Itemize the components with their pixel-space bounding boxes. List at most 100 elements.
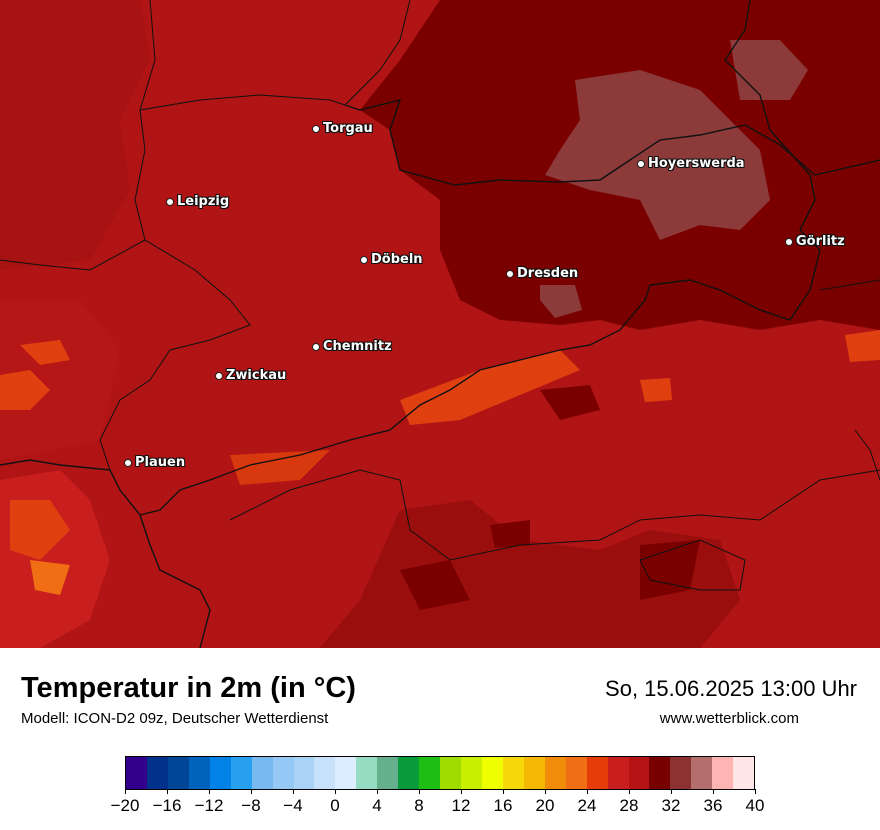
- border-sachsen-anhalt: [0, 239, 146, 271]
- border-czech-region: [229, 469, 880, 561]
- zone-pink-hoyerswerda: [545, 70, 770, 240]
- model-info: Modell: ICON-D2 09z, Deutscher Wetterdie…: [21, 710, 329, 727]
- legend-tick-label: −4: [283, 796, 303, 815]
- legend-swatch: [544, 757, 566, 789]
- city-dot: [312, 342, 320, 351]
- legend-swatch: [628, 757, 650, 789]
- zone-cool-2: [400, 560, 470, 610]
- city-label: Leipzig: [177, 194, 230, 209]
- city-zwickau: Zwickau: [215, 368, 286, 383]
- city-dot: [637, 159, 645, 168]
- map-title: Temperatur in 2m (in °C): [21, 672, 356, 704]
- color-legend-ticks: −20 −16 −12 −8 −4 0 4 8 12 16 20 24 28 32 36 40: [111, 789, 764, 819]
- city-label: Hoyerswerda: [648, 156, 745, 171]
- city-dot: [166, 197, 174, 206]
- legend-swatch: [167, 757, 189, 789]
- border-prague: [639, 539, 746, 591]
- city-dresden: Dresden: [506, 266, 578, 281]
- legend-swatch: [440, 757, 461, 789]
- legend-swatch: [398, 757, 420, 789]
- legend-tick-label: −8: [241, 796, 261, 815]
- legend-tick-label: 16: [493, 796, 513, 815]
- city-label: Dresden: [517, 266, 579, 281]
- city-torgau: Torgau: [312, 121, 373, 136]
- legend-tick-label: 32: [661, 796, 681, 815]
- legend-tick: [544, 789, 546, 794]
- legend-tick: [754, 789, 756, 794]
- border-czech: [109, 0, 821, 516]
- city-goerlitz: Görlitz: [785, 234, 845, 249]
- zone-orange-ridge: [400, 350, 580, 425]
- legend-swatch: [335, 757, 357, 789]
- legend-swatch: [377, 757, 399, 789]
- city-dot: [785, 237, 793, 246]
- city-dot: [215, 371, 223, 380]
- legend-tick: [376, 789, 378, 794]
- legend-swatch: [565, 757, 587, 789]
- border-bavaria: [0, 459, 111, 471]
- zone-maroon-2: [600, 260, 680, 320]
- legend-tick: [292, 789, 294, 794]
- city-label: Torgau: [323, 121, 373, 136]
- legend-swatch: [523, 757, 545, 789]
- legend-swatch: [419, 757, 441, 789]
- map-graphic: [0, 0, 880, 648]
- legend-tick: [502, 789, 504, 794]
- temperature-map: Torgau Leipzig Hoyerswerda Görlitz Döbel…: [0, 0, 880, 648]
- city-dot: [360, 255, 368, 264]
- legend-tick-label: 20: [535, 796, 555, 815]
- legend-tick: [628, 789, 630, 794]
- color-legend-bar: [125, 756, 755, 790]
- website-link[interactable]: www.wetterblick.com: [659, 710, 799, 727]
- zone-orange-6: [640, 378, 672, 402]
- border-poland: [819, 279, 880, 291]
- legend-swatch: [251, 757, 273, 789]
- legend-tick: [124, 789, 126, 794]
- legend-swatch: [209, 757, 231, 789]
- legend-swatch: [607, 757, 629, 789]
- legend-swatch: [649, 757, 671, 789]
- legend-swatch: [712, 757, 734, 789]
- zone-warm-west: [0, 0, 150, 270]
- zone-orange-5: [230, 450, 330, 485]
- footer: Temperatur in 2m (in °C) Modell: ICON-D2…: [0, 648, 880, 830]
- zone-orange-7: [845, 330, 880, 362]
- legend-tick: [460, 789, 462, 794]
- city-dot: [506, 269, 514, 278]
- legend-tick-label: −12: [194, 796, 224, 815]
- legend-tick-label: 4: [372, 796, 382, 815]
- city-leipzig: Leipzig: [166, 194, 229, 209]
- legend-swatch: [502, 757, 524, 789]
- forecast-datetime: So, 15.06.2025 13:00 Uhr: [605, 676, 857, 701]
- legend-swatch: [314, 757, 336, 789]
- legend-tick: [586, 789, 588, 794]
- legend-swatch: [126, 757, 147, 789]
- zone-orange-1: [10, 500, 70, 560]
- city-label: Döbeln: [371, 252, 423, 267]
- city-label: Görlitz: [796, 234, 845, 249]
- legend-swatch: [670, 757, 692, 789]
- zone-orange-4: [20, 340, 70, 365]
- city-chemnitz: Chemnitz: [312, 339, 392, 354]
- city-hoyerswerda: Hoyerswerda: [637, 156, 745, 171]
- legend-tick-label: −20: [110, 796, 140, 815]
- legend-swatch: [146, 757, 168, 789]
- legend-tick: [166, 789, 168, 794]
- legend-swatch: [461, 757, 482, 789]
- legend-swatch: [230, 757, 252, 789]
- zone-orange-3: [0, 370, 50, 410]
- city-dot: [312, 124, 320, 133]
- legend-tick: [250, 789, 252, 794]
- city-label: Plauen: [135, 455, 186, 470]
- city-doebeln: Döbeln: [360, 252, 423, 267]
- legend-swatch: [691, 757, 713, 789]
- border-bavaria-czech: [139, 514, 211, 648]
- legend-tick-label: −16: [152, 796, 182, 815]
- legend-tick: [670, 789, 672, 794]
- legend-swatch: [733, 757, 755, 789]
- legend-tick: [334, 789, 336, 794]
- legend-swatch: [356, 757, 378, 789]
- zone-cool-1: [540, 385, 600, 420]
- border-thuringia: [99, 0, 251, 471]
- legend-tick: [208, 789, 210, 794]
